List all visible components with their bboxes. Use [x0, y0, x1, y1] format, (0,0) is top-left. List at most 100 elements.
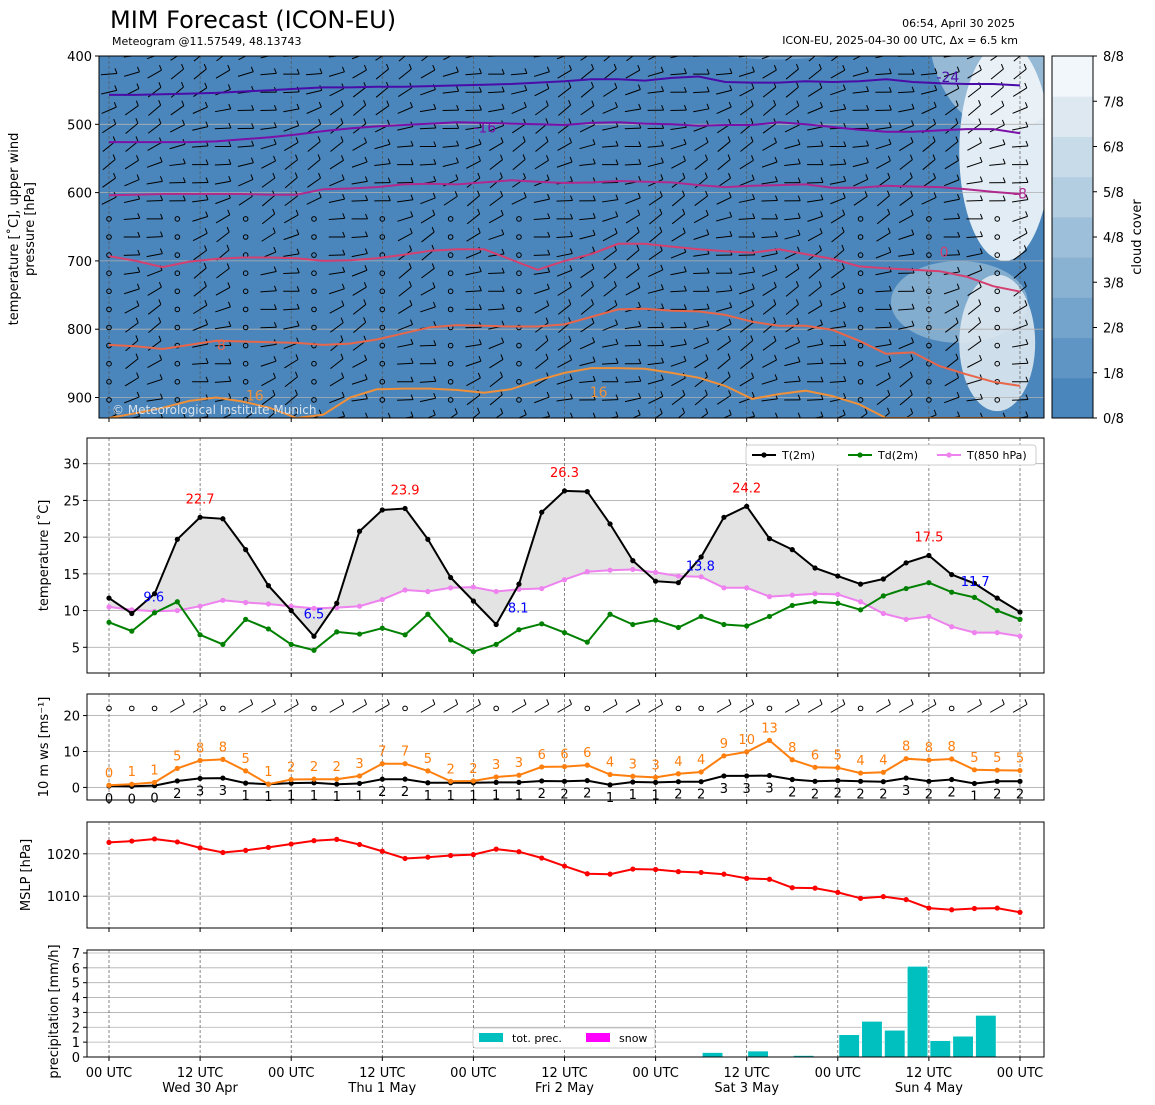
temperature-extreme-label: 23.9 — [391, 484, 420, 499]
data-point — [493, 774, 499, 780]
wind-barb — [420, 306, 436, 313]
mean-wind-value-label: 1 — [264, 790, 272, 805]
wind-barb — [602, 145, 619, 148]
wind-barb — [784, 124, 800, 133]
gust-value-label: 3 — [492, 758, 500, 773]
wind-barb — [375, 86, 389, 98]
wind-barb — [876, 213, 890, 225]
isotherm-line — [108, 307, 1021, 387]
wind-barb — [489, 141, 504, 152]
wind-barb-flag — [797, 47, 799, 52]
wind-barb-flag — [545, 118, 549, 124]
wind-barb — [852, 90, 869, 94]
wind-barb-flag — [433, 321, 437, 327]
data-point — [653, 617, 659, 623]
calm-wind-marker — [311, 270, 317, 277]
wind-barb — [306, 196, 322, 205]
calm-wind-marker — [926, 252, 932, 258]
wind-barb — [671, 213, 685, 225]
wind-barb — [784, 341, 800, 350]
wind-barb — [670, 143, 687, 150]
wind-barb — [943, 198, 960, 203]
wind-barb-flag — [409, 228, 413, 234]
wind-barb — [785, 322, 800, 333]
wind-barb — [221, 414, 231, 418]
wind-barb — [922, 141, 936, 152]
colorbar-swatch — [1052, 297, 1093, 339]
wind-barb-flag — [454, 408, 458, 414]
wind-barb-flag — [545, 317, 549, 323]
wind-barb-flag — [795, 299, 799, 305]
wind-barb — [489, 159, 503, 170]
wind-barb-flag — [1025, 319, 1028, 325]
data-point — [835, 591, 841, 598]
data-point — [926, 613, 932, 620]
data-point — [174, 839, 180, 845]
wind-barb — [442, 145, 459, 148]
wind-barb — [1017, 416, 1028, 418]
wind-barb-flag — [273, 304, 277, 310]
wind-barb — [238, 178, 254, 187]
wind-barb-flag — [683, 285, 687, 292]
wind-barb — [401, 416, 414, 418]
wind-barb-flag — [955, 118, 959, 124]
data-point — [880, 769, 886, 775]
wind-barb — [899, 195, 913, 206]
wind-barb-flag — [842, 409, 846, 416]
wind-barb — [829, 108, 846, 113]
wind-barb — [237, 71, 254, 77]
data-point — [425, 780, 431, 786]
data-point — [607, 611, 613, 617]
wind-barb-flag — [250, 699, 254, 705]
wind-barb — [375, 68, 389, 80]
figure-title: MIM Forecast (ICON-EU) — [110, 6, 397, 34]
wind-barb — [352, 703, 367, 713]
wind-barb-flag — [933, 101, 937, 108]
wind-barb — [830, 89, 846, 96]
wind-barb-flag — [842, 64, 846, 71]
wind-barb — [466, 160, 481, 169]
wind-barb-flag — [365, 48, 367, 53]
wind-barb-flag — [660, 374, 664, 380]
wind-barb-flag — [409, 101, 413, 108]
wind-barb-flag — [864, 191, 868, 197]
wind-barb-flag — [478, 355, 482, 362]
wind-barb — [534, 305, 549, 314]
wind-barb-flag — [660, 157, 664, 163]
data-point — [151, 610, 158, 616]
wind-barb — [192, 126, 209, 131]
wind-barb — [785, 105, 800, 116]
wind-barb-flag — [775, 48, 777, 53]
wind-barb — [579, 143, 596, 150]
wind-barb-flag — [751, 300, 755, 306]
gust-value-label: 8 — [196, 741, 204, 756]
wind-barb — [602, 232, 618, 242]
wind-barb-flag — [1024, 300, 1028, 306]
data-point — [744, 749, 750, 755]
upper-air-y-tick-label: 800 — [67, 323, 92, 338]
wind-barb-flag — [341, 699, 345, 705]
wind-barb — [624, 163, 641, 166]
calm-wind-marker — [447, 270, 454, 277]
wind-barb-flag — [273, 285, 277, 291]
isotherm-label: 16 — [590, 385, 608, 401]
wind-barb — [533, 288, 550, 295]
calm-wind-marker — [242, 324, 249, 331]
wind-barb — [1012, 87, 1028, 97]
gust-value-label: 4 — [879, 753, 887, 768]
wind-barb — [739, 322, 754, 333]
wind-barb-flag — [774, 156, 778, 163]
calm-wind-marker — [516, 397, 522, 403]
calm-wind-marker — [447, 360, 454, 367]
wind-barb — [762, 340, 777, 351]
data-point — [630, 866, 636, 872]
wind-barb-flag — [978, 118, 982, 124]
upper-air-y-tick-label: 600 — [67, 187, 92, 202]
wind-barb — [123, 271, 140, 275]
wind-barb-flag — [113, 118, 117, 125]
wind-barb-flag — [843, 376, 847, 382]
data-point — [311, 776, 317, 782]
data-point — [607, 782, 613, 788]
wind-barb-flag — [592, 212, 596, 219]
calm-wind-marker — [994, 306, 1001, 313]
